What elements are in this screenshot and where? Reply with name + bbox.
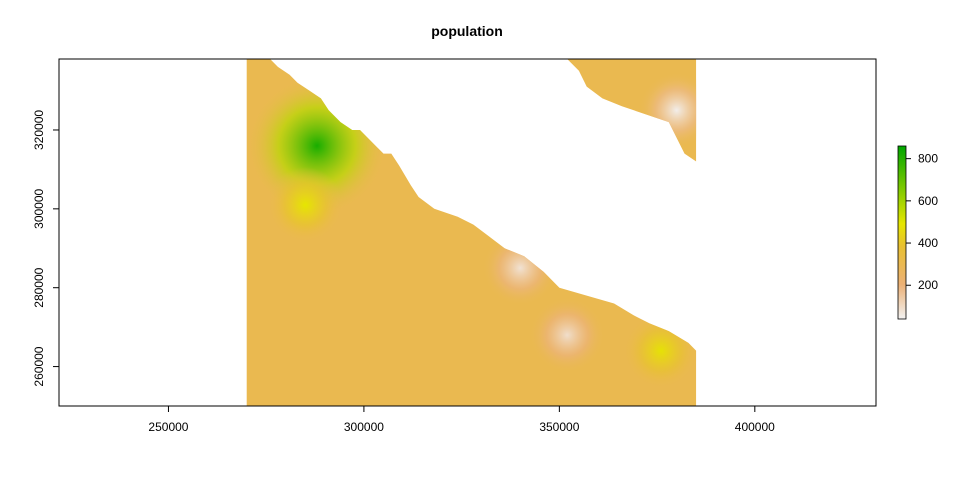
y-tick-label: 320000 (32, 110, 46, 150)
legend-tick-label: 400 (918, 236, 938, 250)
hotspot (623, 312, 697, 389)
hotspot (638, 72, 697, 149)
y-tick-label: 260000 (32, 346, 46, 386)
x-tick-label: 350000 (539, 420, 579, 434)
population-raster (246, 59, 697, 406)
hotspot (267, 166, 344, 243)
x-tick-label: 250000 (148, 420, 188, 434)
colorbar-legend: 200 400 600 800 (897, 145, 938, 320)
y-tick-label: 280000 (32, 267, 46, 307)
legend-tick-label: 200 (918, 278, 938, 292)
x-axis: 250000 300000 350000 400000 (148, 405, 775, 434)
hotspot (529, 297, 606, 374)
colorbar (897, 145, 907, 320)
x-tick-label: 400000 (735, 420, 775, 434)
y-tick-label: 300000 (32, 188, 46, 228)
hotspot (482, 229, 559, 306)
chart-title: population (431, 23, 503, 39)
legend-tick-label: 600 (918, 194, 938, 208)
legend-tick-label: 800 (918, 152, 938, 166)
x-tick-label: 300000 (344, 420, 384, 434)
y-axis: 260000 280000 300000 320000 (32, 110, 60, 387)
